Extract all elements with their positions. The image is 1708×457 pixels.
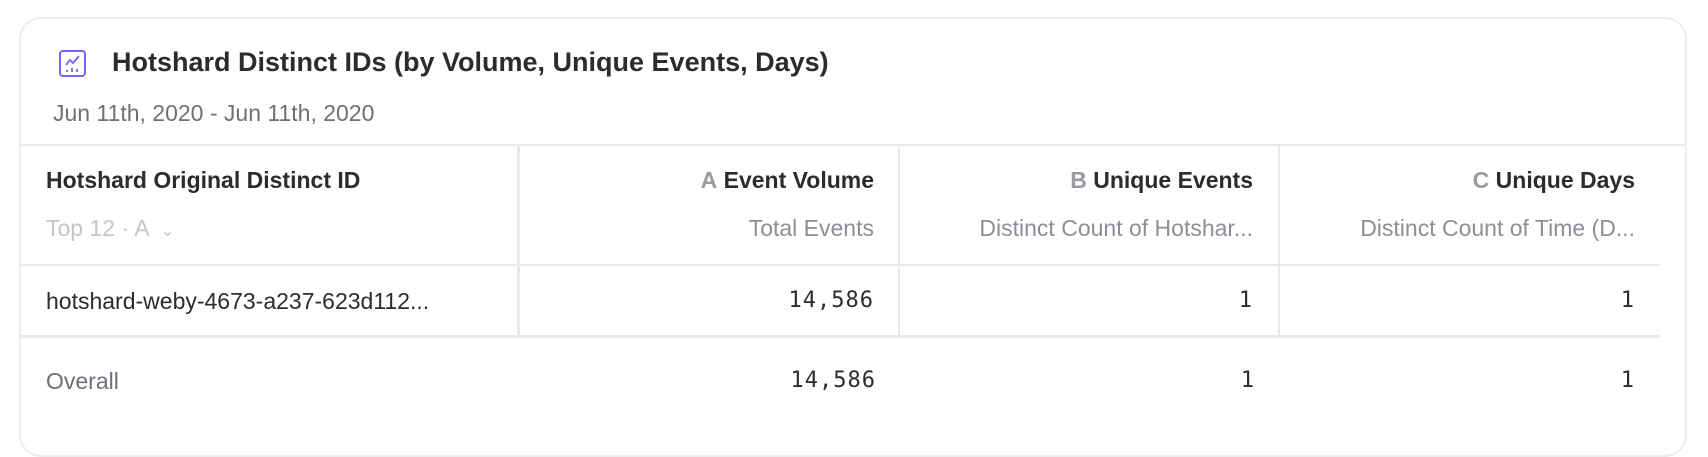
column-sub-a: Total Events — [748, 215, 874, 241]
divider — [1278, 145, 1280, 335]
overall-b: 1 — [1240, 368, 1255, 393]
column-header-a[interactable]: A Event Volume — [700, 167, 874, 193]
group-column-header[interactable]: Hotshard Original Distinct ID — [46, 167, 361, 193]
line-chart-icon — [59, 50, 86, 77]
column-header-c[interactable]: C Unique Days — [1472, 167, 1635, 193]
overall-label: Overall — [46, 368, 119, 394]
row-id[interactable]: hotshard-weby-4673-a237-623d112... — [46, 288, 430, 314]
divider — [20, 335, 1660, 338]
chevron-down-icon: ⌄ — [160, 223, 175, 240]
column-resize-handle[interactable] — [517, 145, 520, 335]
divider — [20, 264, 1660, 266]
cell-c: 1 — [1620, 288, 1635, 313]
divider — [20, 144, 1686, 146]
divider — [898, 145, 900, 335]
sort-label: Top 12 · A — [46, 215, 149, 241]
cell-b: 1 — [1238, 288, 1253, 313]
sort-dropdown[interactable]: Top 12 · A ⌄ — [46, 215, 174, 242]
overall-c: 1 — [1620, 368, 1635, 393]
cell-a: 14,586 — [788, 288, 874, 313]
report-title[interactable]: Hotshard Distinct IDs (by Volume, Unique… — [112, 47, 829, 77]
date-range: Jun 11th, 2020 - Jun 11th, 2020 — [53, 100, 375, 126]
column-sub-b: Distinct Count of Hotshar... — [979, 215, 1253, 241]
overall-a: 14,586 — [790, 368, 876, 393]
column-sub-c: Distinct Count of Time (D... — [1360, 215, 1635, 241]
column-header-b[interactable]: B Unique Events — [1070, 167, 1253, 193]
